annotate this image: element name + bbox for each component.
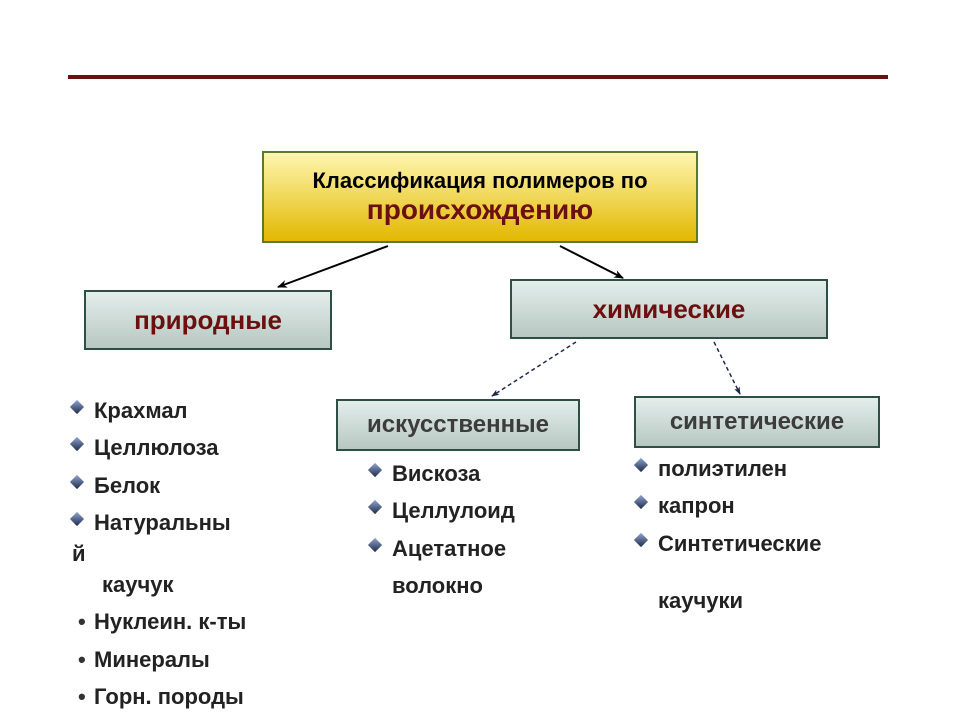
category-natural-label: природные <box>134 305 282 336</box>
list-artificial: Вискоза Целлулоид Ацетатное волокно <box>370 455 515 605</box>
list-item: Белок <box>72 467 246 504</box>
title-box: Классификация полимеров по происхождению <box>262 151 698 243</box>
divider-line <box>68 75 888 79</box>
diamond-bullet-icon <box>634 458 648 472</box>
list-item: волокно <box>370 567 515 604</box>
category-chemical: химические <box>510 279 828 339</box>
list-item-text: полиэтилен <box>658 456 787 481</box>
list-item: Крахмал <box>72 392 246 429</box>
list-item: й <box>72 542 246 566</box>
diamond-bullet-icon <box>368 538 382 552</box>
diamond-bullet-icon <box>70 400 84 414</box>
list-item: каучуки <box>636 582 821 619</box>
list-item-text: волокно <box>392 573 483 598</box>
list-item-text: Целлулоид <box>392 498 515 523</box>
list-item-text: Крахмал <box>94 398 188 423</box>
list-item: Нуклеин. к-ты <box>72 603 246 640</box>
list-item-text: Ацетатное <box>392 536 506 561</box>
subcategory-artificial-label: искусственные <box>367 411 549 439</box>
list-item-text: каучук <box>102 572 174 597</box>
list-item: полиэтилен <box>636 450 821 487</box>
list-item: Синтетические <box>636 525 821 562</box>
diamond-bullet-icon <box>70 512 84 526</box>
diamond-bullet-icon <box>70 437 84 451</box>
list-item: Ацетатное <box>370 530 515 567</box>
list-item: Целлулоид <box>370 492 515 529</box>
arrow-dashed <box>492 342 576 396</box>
category-chemical-label: химические <box>593 294 746 325</box>
diamond-bullet-icon <box>634 533 648 547</box>
list-item: Минералы <box>72 641 246 678</box>
list-natural: Крахмал Целлюлоза Белок Натуральны й каучук Ну… <box>72 392 246 715</box>
diamond-bullet-icon <box>70 475 84 489</box>
diamond-bullet-icon <box>368 463 382 477</box>
list-item-text: Натуральны <box>94 510 231 535</box>
list-item-text: Горн. породы <box>94 684 244 709</box>
diamond-bullet-icon <box>368 500 382 514</box>
title-line2: происхождению <box>367 194 593 226</box>
category-natural: природные <box>84 290 332 350</box>
subcategory-synthetic-label: синтетические <box>670 408 844 436</box>
arrow-solid <box>560 246 623 278</box>
subcategory-synthetic: синтетические <box>634 396 880 448</box>
list-item-text: Целлюлоза <box>94 435 218 460</box>
diamond-bullet-icon <box>634 495 648 509</box>
list-item-text: Синтетические <box>658 531 821 556</box>
title-line1: Классификация полимеров по <box>312 168 647 194</box>
subcategory-artificial: искусственные <box>336 399 580 451</box>
arrow-solid <box>278 246 388 287</box>
list-item: капрон <box>636 487 821 524</box>
list-item: каучук <box>72 566 246 603</box>
list-item: Горн. породы <box>72 678 246 715</box>
list-item: Целлюлоза <box>72 429 246 466</box>
list-item-text: Белок <box>94 473 160 498</box>
list-item-text: каучуки <box>658 588 743 613</box>
list-item: Вискоза <box>370 455 515 492</box>
list-item-text: Вискоза <box>392 461 480 486</box>
arrow-dashed <box>714 342 740 394</box>
list-item-text: Нуклеин. к-ты <box>94 609 246 634</box>
list-synthetic: полиэтилен капрон Синтетические каучуки <box>636 450 821 620</box>
list-item: Натуральны <box>72 504 246 541</box>
list-item-text: капрон <box>658 493 735 518</box>
list-item-text: Минералы <box>94 647 210 672</box>
